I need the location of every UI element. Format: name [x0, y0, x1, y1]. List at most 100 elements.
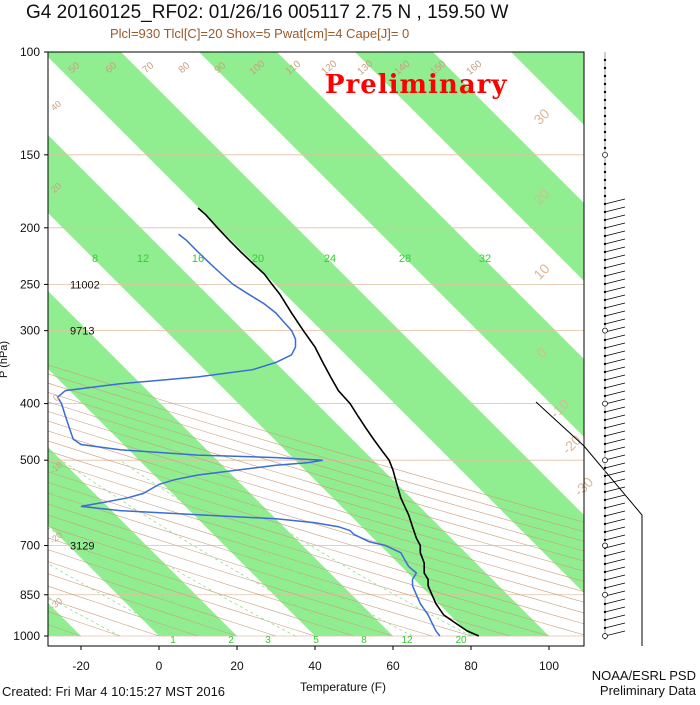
- credit-line-1: NOAA/ESRL PSD: [591, 668, 696, 683]
- wind-barb: [604, 510, 626, 517]
- wind-barb: [604, 590, 626, 597]
- isotherm-label: -20: [559, 432, 585, 458]
- dry-adiabat: [48, 549, 316, 637]
- dry-adiabats: [48, 364, 584, 637]
- wind-barb: [604, 270, 626, 277]
- mixing-ratio-label: 12: [401, 635, 413, 646]
- wind-barb: [604, 582, 626, 589]
- y-axis-label: P (hPa): [0, 340, 10, 378]
- wind-barb: [604, 566, 626, 573]
- wind-barb: [604, 526, 626, 533]
- wind-barb: [604, 294, 626, 301]
- height-label: 3129: [70, 541, 94, 553]
- wind-point: [603, 58, 607, 62]
- dewpoint-line: [56, 233, 441, 637]
- wind-point: [603, 130, 607, 134]
- wind-point: [603, 138, 607, 142]
- wind-barb: [604, 446, 626, 453]
- y-tick-label: 400: [20, 397, 40, 411]
- wind-barb: [604, 334, 626, 341]
- height-label: 11002: [70, 279, 100, 291]
- dry-adiabat-label: 40: [49, 99, 63, 113]
- temperature-band: [199, 52, 584, 437]
- mixing-ratio-label: 5: [313, 635, 319, 646]
- isotherm-label: 10: [530, 260, 552, 282]
- wind-barb: [604, 254, 626, 261]
- wind-barb: [604, 326, 626, 333]
- dry-adiabat: [48, 430, 584, 593]
- dry-adiabat-label: 80: [177, 60, 193, 76]
- wind-marker: [602, 400, 608, 407]
- wind-barb: [604, 262, 626, 269]
- credit-line-2: Preliminary Data: [599, 683, 696, 698]
- y-tick-label: 700: [20, 539, 40, 553]
- wind-barb: [604, 222, 626, 229]
- wind-barb-panel: [535, 52, 643, 646]
- temperature-line: [197, 207, 480, 637]
- mixing-ratio-label: 16: [192, 253, 204, 265]
- wind-point: [603, 178, 607, 182]
- wind-barb: [604, 542, 626, 549]
- wind-barb: [604, 486, 626, 493]
- mixing-ratio-label: 32: [479, 253, 491, 265]
- wind-point: [603, 122, 607, 126]
- mixing-ratio-label: 24: [324, 253, 336, 265]
- x-tick-label: 40: [308, 659, 322, 673]
- wind-barb: [604, 534, 626, 541]
- wind-barb: [604, 286, 626, 293]
- chart-title: G4 20160125_RF02: 01/26/16 005117 2.75 N…: [26, 2, 509, 23]
- dry-adiabat: [48, 373, 584, 533]
- wind-point: [603, 162, 607, 166]
- temperature-band: [667, 52, 700, 636]
- wind-barb: [604, 550, 626, 557]
- mixing-ratio-label: 8: [361, 635, 367, 646]
- created-timestamp: Created: Fri Mar 4 10:15:27 MST 2016: [2, 684, 226, 699]
- dry-adiabat: [48, 537, 355, 637]
- wind-point: [603, 194, 607, 198]
- dry-adiabat: [48, 382, 584, 542]
- dry-adiabat: [48, 401, 584, 562]
- mixing-ratio-line: [177, 459, 472, 637]
- dry-adiabat: [48, 585, 199, 637]
- wind-point: [603, 82, 607, 86]
- wind-point: [603, 146, 607, 150]
- y-tick-label: 850: [20, 588, 40, 602]
- mixing-ratio-label: 3: [265, 635, 271, 646]
- wind-point: [603, 170, 607, 174]
- wind-barb: [604, 382, 626, 389]
- wind-barb: [604, 398, 626, 405]
- y-tick-label: 150: [20, 148, 40, 162]
- y-tick-label: 300: [20, 324, 40, 338]
- dry-adiabat-label: 20: [49, 181, 63, 195]
- wind-barb: [604, 302, 626, 309]
- chart-subtitle: Plcl=930 Tlcl[C]=20 Shox=5 Pwat[cm]=4 Ca…: [110, 26, 410, 41]
- dry-adiabat: [48, 503, 472, 637]
- wind-point: [603, 74, 607, 78]
- wind-barb: [604, 246, 626, 253]
- wind-barb: [604, 206, 626, 213]
- wind-barb: [604, 310, 626, 317]
- dry-adiabat-label: 70: [141, 60, 157, 76]
- dry-adiabat: [48, 471, 584, 636]
- wind-barb: [604, 630, 626, 637]
- plot-frame: [47, 51, 585, 647]
- wind-marker: [602, 151, 608, 158]
- dry-adiabat: [48, 482, 550, 637]
- y-tick-label: 1000: [13, 629, 40, 643]
- sounding-lines: [56, 207, 480, 637]
- wind-marker: [602, 542, 608, 549]
- x-tick-label: -20: [72, 659, 90, 673]
- wind-point: [603, 114, 607, 118]
- dry-adiabat: [48, 514, 433, 637]
- dry-adiabat-label: 0: [51, 392, 61, 403]
- wind-barb: [604, 494, 626, 501]
- wind-barb: [604, 422, 626, 429]
- preliminary-watermark: Preliminary: [325, 70, 508, 100]
- wind-barb: [604, 478, 626, 485]
- wind-barb: [604, 230, 626, 237]
- x-tick-label: 60: [386, 659, 400, 673]
- wind-barb: [604, 518, 626, 525]
- wind-barb: [604, 574, 626, 581]
- wind-point: [603, 66, 607, 70]
